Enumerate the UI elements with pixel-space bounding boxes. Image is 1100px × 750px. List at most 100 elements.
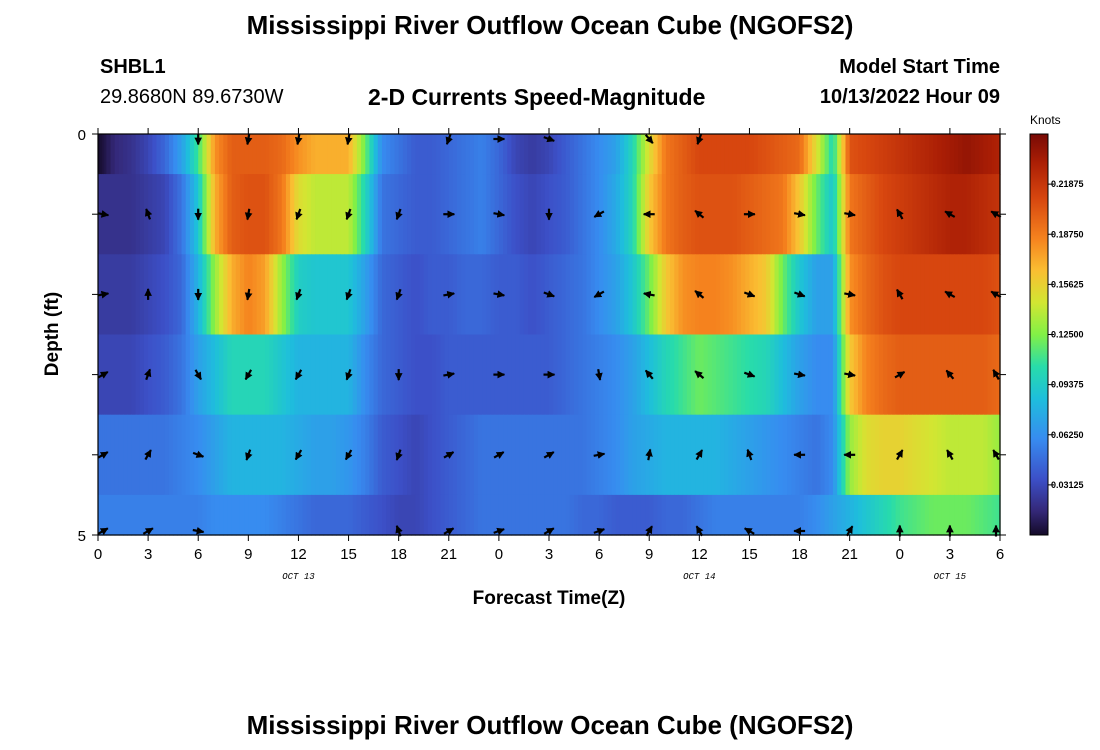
heatmap-cell (227, 134, 233, 175)
heatmap-cell (841, 494, 847, 536)
heatmap-cell (327, 134, 333, 175)
heatmap-cell (544, 494, 550, 536)
heatmap-cell (356, 134, 362, 175)
heatmap-cell (448, 134, 454, 175)
heatmap-cell (536, 334, 542, 416)
heatmap-cell (260, 254, 266, 336)
heatmap-cell (757, 414, 763, 496)
heatmap-cell (933, 174, 938, 255)
heatmap-cell (503, 494, 508, 536)
heatmap-cell (482, 494, 487, 536)
heatmap-cell (219, 494, 224, 536)
heatmap-cell (991, 494, 995, 536)
heatmap-cell (486, 494, 492, 536)
heatmap-cell (974, 174, 980, 255)
heatmap-cell (812, 414, 817, 496)
heatmap-cell (979, 174, 984, 255)
colorbar: Knots 0.03125 0.06250 0.09375 0.12500 0.1562… (1029, 113, 1084, 536)
heatmap-cell (674, 134, 680, 175)
heatmap-cell (252, 414, 258, 496)
heatmap-cell (369, 334, 375, 416)
heatmap-cell (223, 254, 229, 336)
heatmap-cell (979, 414, 984, 496)
current-arrow (144, 449, 152, 461)
heatmap-cell (732, 494, 738, 536)
heatmap-cell (866, 134, 872, 175)
heatmap-cell (227, 494, 233, 536)
heatmap-cell (778, 494, 784, 536)
heatmap-cell (887, 334, 893, 416)
heatmap-cell (619, 254, 625, 336)
heatmap-cell (457, 494, 462, 536)
heatmap-cell (273, 134, 279, 175)
heatmap-cell (995, 494, 999, 536)
heatmap-cell (110, 414, 116, 496)
current-arrow (644, 134, 654, 144)
heatmap-cell (841, 254, 847, 336)
heatmap-cell (920, 174, 926, 255)
heatmap-cell (386, 254, 391, 336)
heatmap-cell (590, 254, 596, 336)
heatmap-cell (874, 174, 880, 255)
heatmap-cell (757, 174, 763, 255)
heatmap-cell (820, 494, 826, 536)
heatmap-cell (858, 134, 863, 175)
heatmap-cell (828, 414, 834, 496)
heatmap-cell (569, 254, 575, 336)
heatmap-cell (795, 494, 801, 536)
x-tick-label: 21 (841, 546, 858, 563)
heatmap-cell (185, 174, 191, 255)
heatmap-cell (436, 494, 442, 536)
heatmap-cell (415, 494, 421, 536)
heatmap-cell (812, 254, 817, 336)
heatmap-cell (440, 494, 446, 536)
heatmap-cell (690, 334, 696, 416)
heatmap-cell (219, 414, 224, 496)
heatmap-cell (486, 174, 492, 255)
heatmap-cell (557, 494, 563, 536)
heatmap-cell (761, 134, 767, 175)
heatmap-cell (273, 254, 279, 336)
current-arrow (194, 369, 202, 381)
heatmap-cell (415, 254, 421, 336)
heatmap-cell (98, 334, 101, 416)
heatmap-cell (632, 334, 638, 416)
heatmap-cell (565, 494, 571, 536)
heatmap-cell (302, 494, 308, 536)
heatmap-cell (929, 134, 934, 175)
heatmap-cell (273, 414, 279, 496)
heatmap-cell (235, 494, 241, 536)
heatmap-cell (862, 334, 867, 416)
current-arrow (896, 288, 904, 300)
heatmap-cell (281, 134, 287, 175)
heatmap-cell (716, 494, 721, 536)
heatmap-cell (223, 134, 229, 175)
current-arrow (294, 369, 303, 381)
heatmap-cell (891, 334, 897, 416)
current-arrow (345, 133, 353, 146)
heatmap-cell (837, 254, 842, 336)
heatmap-cell (373, 494, 379, 536)
heatmap-cell (954, 334, 959, 416)
heatmap-cell (248, 494, 254, 536)
heatmap-cell (177, 494, 183, 536)
heatmap-cell (966, 334, 972, 416)
heatmap-cell (256, 134, 262, 175)
heatmap-cell (336, 134, 341, 175)
heatmap-cell (891, 254, 897, 336)
heatmap-cell (787, 414, 792, 496)
heatmap-cell (774, 414, 780, 496)
heatmap-cell (277, 174, 283, 255)
heatmap-cell (260, 334, 266, 416)
heatmap-cell (732, 174, 738, 255)
heatmap-cell (711, 494, 717, 536)
heatmap-cell (298, 494, 304, 536)
heatmap-cell (106, 414, 112, 496)
heatmap-cell (194, 494, 199, 536)
heatmap-cell (202, 254, 208, 336)
heatmap-cell (824, 414, 830, 496)
heatmap-cell (611, 134, 617, 175)
heatmap-cell (582, 134, 588, 175)
heatmap-cell (707, 334, 713, 416)
heatmap-cell (757, 134, 763, 175)
